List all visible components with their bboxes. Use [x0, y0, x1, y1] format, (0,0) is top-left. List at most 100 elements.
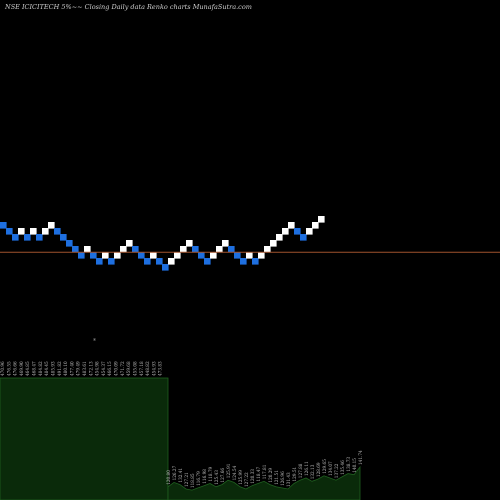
bricks-layer	[0, 216, 325, 271]
volume-label-left: 485.93	[50, 361, 55, 376]
up-brick	[168, 258, 175, 265]
volume-label-right: 129.51	[292, 467, 297, 482]
volume-label-right: 117.81	[262, 464, 267, 479]
volume-label-left: 476.55	[6, 361, 11, 376]
up-brick	[306, 228, 313, 235]
volume-label-left: 484.45	[44, 361, 49, 376]
volume-label-left: 491.82	[57, 361, 62, 376]
volume-label-right: 141.74	[358, 450, 363, 465]
down-brick	[78, 252, 85, 259]
down-brick	[54, 228, 61, 235]
volume-label-left: 477.40	[69, 361, 74, 376]
up-brick	[180, 246, 187, 253]
volume-label-right: 120.33	[250, 469, 255, 484]
down-brick	[156, 258, 163, 265]
up-brick	[126, 240, 133, 247]
volume-label-right: 116.79	[196, 471, 201, 486]
down-brick	[132, 246, 139, 253]
volume-label-left: 480.10	[63, 361, 68, 376]
up-brick	[312, 222, 319, 229]
down-brick	[138, 252, 145, 259]
down-brick	[60, 234, 67, 241]
volume-label-right: 127.22	[244, 472, 249, 487]
up-brick	[42, 228, 49, 235]
volume-label-right: 125.99	[238, 470, 243, 485]
volume-label-right: 140.15	[352, 458, 357, 473]
down-brick	[12, 234, 19, 241]
volume-label-left: 454.93	[151, 361, 156, 376]
up-brick	[270, 240, 277, 247]
volume-label-left: 470.96	[0, 361, 5, 376]
up-brick	[114, 252, 121, 259]
down-brick	[198, 252, 205, 259]
volume-label-left: 479.49	[76, 361, 81, 376]
volume-label-left: 471.72	[120, 361, 125, 376]
volume-label-right: 121.51	[274, 470, 279, 485]
volume-label-right: 126.11	[304, 461, 309, 476]
volume-label-left: 470.09	[114, 361, 119, 376]
up-brick	[120, 246, 127, 253]
up-brick	[318, 216, 325, 223]
up-brick	[276, 234, 283, 241]
up-brick	[246, 252, 253, 259]
volume-label-right: 128.69	[316, 462, 321, 477]
volume-label-right: 120.29	[268, 468, 273, 483]
down-brick	[108, 258, 115, 265]
volume-label-left: 459.68	[126, 361, 131, 376]
volume-label-right: 127.66	[220, 468, 225, 483]
volume-area: 470.96 476.55 476.66 469.90 464.85 468.47 484.…	[0, 361, 363, 500]
volume-label-right: 131.43	[286, 472, 291, 487]
volume-label-right: 138.73	[346, 457, 351, 472]
down-brick	[6, 228, 13, 235]
volume-label-left: 464.85	[25, 361, 30, 376]
volume-label-right: 126.96	[280, 471, 285, 486]
volume-label-left: 457.18	[139, 361, 144, 376]
up-brick	[30, 228, 37, 235]
down-brick	[72, 246, 79, 253]
down-brick	[234, 252, 241, 259]
volume-label-right: 118.47	[256, 467, 261, 482]
up-brick	[186, 240, 193, 247]
volume-label-left: 448.82	[145, 361, 150, 376]
down-brick	[144, 258, 151, 265]
up-brick	[210, 252, 217, 259]
down-brick	[252, 258, 259, 265]
up-brick	[288, 222, 295, 229]
volume-label-left: 472.13	[88, 361, 93, 376]
down-brick	[90, 252, 97, 259]
volume-label-left: 484.82	[38, 361, 43, 376]
volume-label-right: 129.65	[322, 459, 327, 474]
down-brick	[192, 246, 199, 253]
down-brick	[162, 264, 169, 271]
volume-label-right: 125.43	[214, 470, 219, 485]
volume-label-right: 135.46	[340, 460, 345, 475]
volume-label-right: 137.22	[334, 463, 339, 478]
up-brick	[216, 246, 223, 253]
volume-label-right: 120.80	[166, 470, 171, 485]
up-brick	[18, 228, 25, 235]
up-brick	[222, 240, 229, 247]
down-brick	[24, 234, 31, 241]
volume-label-right: 132.13	[310, 464, 315, 479]
down-brick	[0, 222, 7, 229]
volume-block-left	[0, 377, 169, 500]
up-brick	[102, 252, 109, 259]
down-brick	[66, 240, 73, 247]
up-brick	[48, 222, 55, 229]
volume-label-right: 132.41	[178, 468, 183, 483]
down-brick	[240, 258, 247, 265]
up-brick	[84, 246, 91, 253]
volume-label-right: 118.79	[208, 467, 213, 482]
volume-label-left: 469.90	[19, 361, 24, 376]
up-brick	[174, 252, 181, 259]
volume-label-right: 127.21	[184, 472, 189, 487]
volume-label-right: 116.98	[202, 469, 207, 484]
volume-label-left: 454.98	[95, 361, 100, 376]
volume-label-right: 125.91	[226, 463, 231, 478]
volume-label-left: 468.47	[32, 361, 37, 376]
chart-title: NSE ICICITECH 5%~~ Closing Daily data Re…	[4, 3, 252, 11]
volume-label-left: 466.15	[107, 361, 112, 376]
volume-label-left: 455.08	[132, 361, 137, 376]
volume-area-right	[167, 465, 361, 500]
